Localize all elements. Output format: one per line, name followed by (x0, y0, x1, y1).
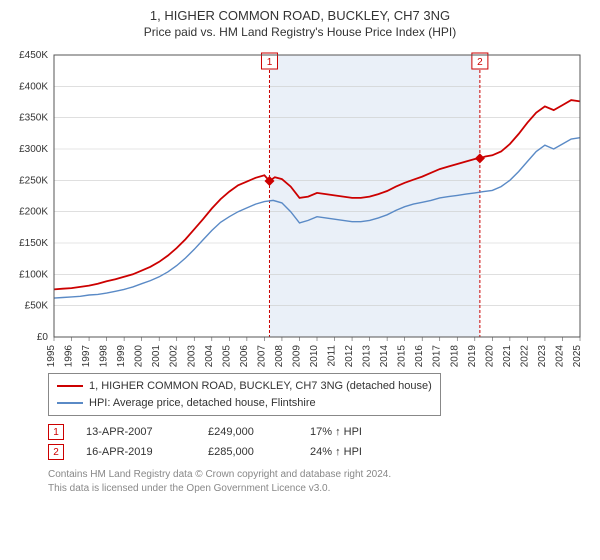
marker-badge-2: 2 (48, 444, 64, 460)
svg-text:£50K: £50K (25, 301, 49, 312)
svg-text:2007: 2007 (256, 345, 267, 367)
marker-pct: 17% ↑ HPI (310, 426, 400, 438)
legend: 1, HIGHER COMMON ROAD, BUCKLEY, CH7 3NG … (48, 373, 441, 416)
svg-text:£300K: £300K (19, 144, 48, 155)
marker-price: £285,000 (208, 446, 288, 458)
svg-text:2022: 2022 (519, 345, 530, 367)
svg-text:2024: 2024 (554, 345, 565, 367)
svg-text:2014: 2014 (379, 345, 390, 367)
svg-text:£450K: £450K (19, 50, 48, 61)
svg-text:2008: 2008 (274, 345, 285, 367)
svg-text:2001: 2001 (151, 345, 162, 367)
svg-text:1997: 1997 (81, 345, 92, 367)
svg-text:2: 2 (477, 57, 483, 68)
svg-text:1996: 1996 (64, 345, 75, 367)
svg-text:2010: 2010 (309, 345, 320, 367)
svg-text:2003: 2003 (186, 345, 197, 367)
svg-text:2004: 2004 (204, 345, 215, 367)
footer-line-1: Contains HM Land Registry data © Crown c… (48, 468, 590, 482)
svg-text:2023: 2023 (537, 345, 548, 367)
legend-label: 1, HIGHER COMMON ROAD, BUCKLEY, CH7 3NG … (89, 378, 432, 395)
legend-swatch-1 (57, 385, 83, 387)
legend-item: 1, HIGHER COMMON ROAD, BUCKLEY, CH7 3NG … (57, 378, 432, 395)
svg-text:£150K: £150K (19, 238, 48, 249)
footer-attribution: Contains HM Land Registry data © Crown c… (48, 468, 590, 496)
svg-text:£250K: £250K (19, 175, 48, 186)
marker-price: £249,000 (208, 426, 288, 438)
svg-text:2016: 2016 (414, 345, 425, 367)
svg-text:2012: 2012 (344, 345, 355, 367)
svg-text:2006: 2006 (239, 345, 250, 367)
svg-text:2025: 2025 (572, 345, 583, 367)
svg-text:£100K: £100K (19, 269, 48, 280)
chart-subtitle: Price paid vs. HM Land Registry's House … (10, 25, 590, 39)
line-chart-svg: £0 £50K £100K £150K £200K £250K £300K £350K £400… (10, 47, 590, 367)
svg-text:1998: 1998 (99, 345, 110, 367)
svg-text:1999: 1999 (116, 345, 127, 367)
svg-text:2015: 2015 (397, 345, 408, 367)
svg-text:2018: 2018 (449, 345, 460, 367)
marker-pct: 24% ↑ HPI (310, 446, 400, 458)
legend-swatch-2 (57, 402, 83, 404)
chart-title: 1, HIGHER COMMON ROAD, BUCKLEY, CH7 3NG (10, 8, 590, 23)
svg-text:2009: 2009 (291, 345, 302, 367)
svg-text:2011: 2011 (327, 345, 338, 367)
legend-item: HPI: Average price, detached house, Flin… (57, 395, 432, 412)
svg-text:£0: £0 (37, 332, 49, 343)
legend-label: HPI: Average price, detached house, Flin… (89, 395, 316, 412)
chart-area: £0 £50K £100K £150K £200K £250K £300K £350K £400… (10, 47, 590, 367)
marker-row: 2 16-APR-2019 £285,000 24% ↑ HPI (48, 442, 590, 462)
svg-text:£200K: £200K (19, 207, 48, 218)
svg-text:2000: 2000 (134, 345, 145, 367)
svg-text:2020: 2020 (484, 345, 495, 367)
footer-line-2: This data is licensed under the Open Gov… (48, 482, 590, 496)
marker-date: 13-APR-2007 (86, 426, 186, 438)
svg-text:1: 1 (267, 57, 273, 68)
marker-date: 16-APR-2019 (86, 446, 186, 458)
svg-text:2002: 2002 (169, 345, 180, 367)
svg-text:2013: 2013 (362, 345, 373, 367)
svg-text:£400K: £400K (19, 81, 48, 92)
svg-text:2021: 2021 (502, 345, 513, 367)
svg-text:£350K: £350K (19, 113, 48, 124)
marker-table: 1 13-APR-2007 £249,000 17% ↑ HPI 2 16-AP… (48, 422, 590, 462)
svg-text:2019: 2019 (467, 345, 478, 367)
svg-text:1995: 1995 (46, 345, 57, 367)
chart-container: 1, HIGHER COMMON ROAD, BUCKLEY, CH7 3NG … (0, 0, 600, 560)
marker-row: 1 13-APR-2007 £249,000 17% ↑ HPI (48, 422, 590, 442)
svg-text:2017: 2017 (432, 345, 443, 367)
marker-badge-1: 1 (48, 424, 64, 440)
svg-text:2005: 2005 (221, 345, 232, 367)
